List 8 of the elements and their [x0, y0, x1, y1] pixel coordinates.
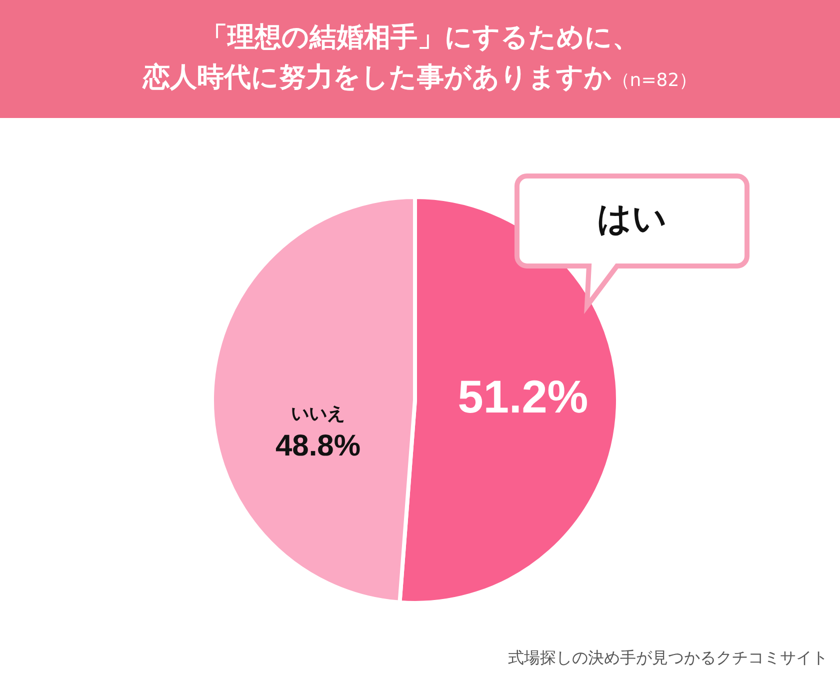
chart-title: 「理想の結婚相手」にするために、 — [200, 20, 640, 54]
text: 式場探しの決め手が見つかるクチコミサイト — [508, 648, 828, 669]
slice-label: はい — [597, 198, 667, 239]
chart-subtitle: 恋人時代に努力をした事がありますか — [142, 62, 612, 92]
slice-label: いいえ — [291, 404, 345, 425]
data-label: 51.2% — [458, 370, 588, 423]
data-label: 48.8% — [275, 429, 361, 462]
text: （n=82） — [612, 70, 698, 90]
